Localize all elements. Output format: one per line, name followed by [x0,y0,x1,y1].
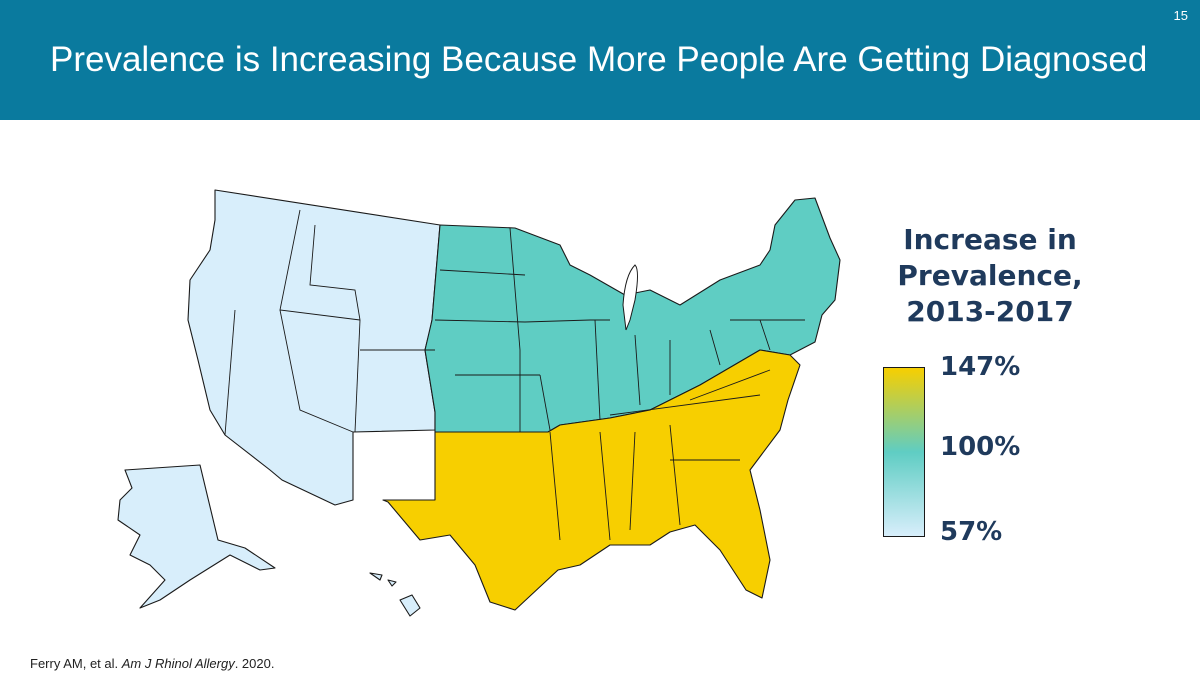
citation-journal: Am J Rhinol Allergy [121,656,235,671]
legend-label-mid: 100% [940,432,1021,462]
legend-title: Increase in Prevalence, 2013-2017 [880,222,1100,329]
citation: Ferry AM, et al. Am J Rhinol Allergy. 20… [30,656,274,671]
map-hawaii [369,572,421,617]
legend-label-max: 147% [940,352,1021,382]
legend-color-bar [883,367,925,537]
state-borders [224,209,805,541]
legend-title-line-1: Increase in [903,223,1077,256]
legend-label-min: 57% [940,517,1003,547]
citation-year: . 2020. [234,656,275,671]
citation-authors: Ferry AM, et al. [30,656,122,671]
map-region-south [382,349,801,611]
slide-number: 15 [1173,8,1188,23]
us-map [70,170,870,620]
slide-title: Prevalence is Increasing Because More Pe… [50,40,1148,79]
legend-title-line-3: 2013-2017 [906,294,1074,328]
legend-title-line-2: Prevalence, [897,258,1083,292]
header-bar: 15 Prevalence is Increasing Because More… [0,0,1200,120]
map-alaska [117,464,276,609]
